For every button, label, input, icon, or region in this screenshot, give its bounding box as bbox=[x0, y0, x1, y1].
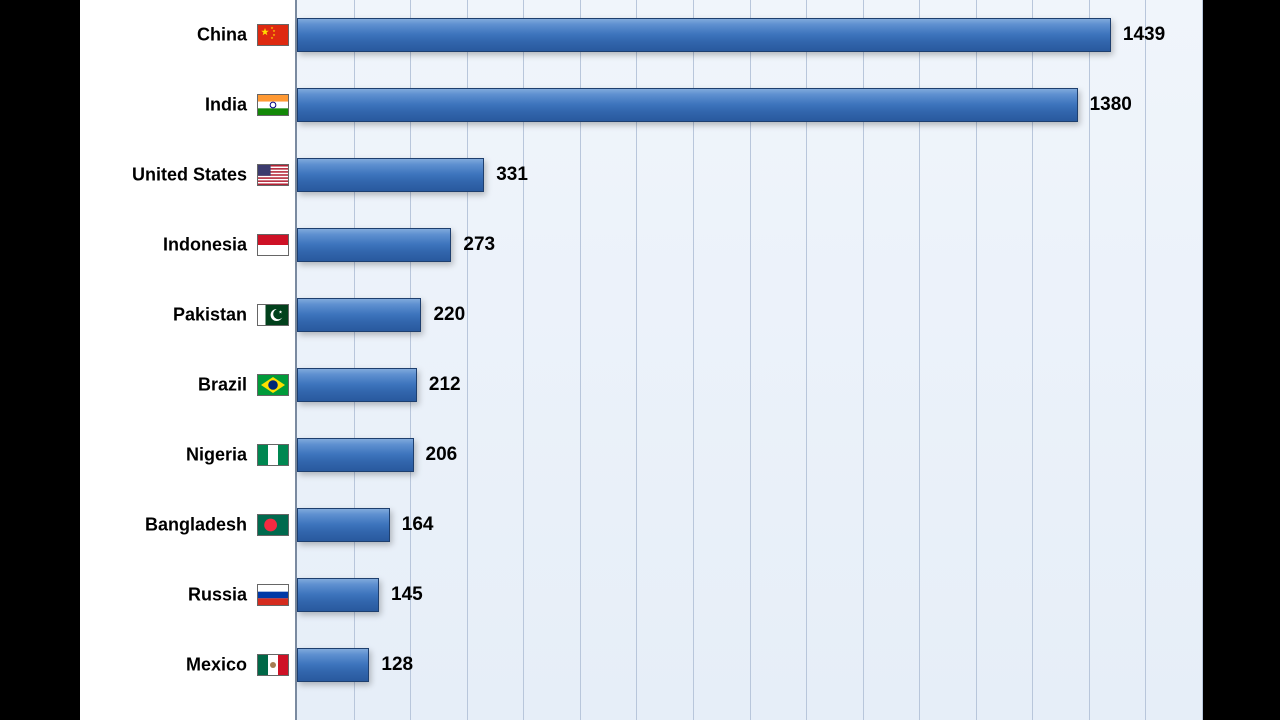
bar bbox=[297, 298, 421, 332]
country-row: Brazil bbox=[80, 368, 295, 402]
bd-flag-icon bbox=[257, 514, 289, 536]
value-label: 273 bbox=[463, 234, 495, 256]
country-label: United States bbox=[132, 165, 247, 186]
ng-flag-icon bbox=[257, 444, 289, 466]
value-label: 1380 bbox=[1090, 94, 1132, 116]
cn-flag-icon bbox=[257, 24, 289, 46]
chart-stage: China India United States Indonesia Pakistan… bbox=[80, 0, 1200, 720]
country-label: Nigeria bbox=[186, 445, 247, 466]
bar bbox=[297, 438, 414, 472]
country-label: Pakistan bbox=[173, 305, 247, 326]
bar bbox=[297, 158, 484, 192]
country-row: Nigeria bbox=[80, 438, 295, 472]
bar bbox=[297, 18, 1111, 52]
country-label: India bbox=[205, 95, 247, 116]
br-flag-icon bbox=[257, 374, 289, 396]
bar bbox=[297, 368, 417, 402]
country-label: Russia bbox=[188, 585, 247, 606]
us-flag-icon bbox=[257, 164, 289, 186]
country-label: Indonesia bbox=[163, 235, 247, 256]
country-row: Indonesia bbox=[80, 228, 295, 262]
country-row: United States bbox=[80, 158, 295, 192]
country-label: China bbox=[197, 25, 247, 46]
value-label: 331 bbox=[496, 164, 528, 186]
country-row: China bbox=[80, 18, 295, 52]
country-row: Pakistan bbox=[80, 298, 295, 332]
bar bbox=[297, 508, 390, 542]
value-label: 128 bbox=[381, 654, 413, 676]
gridline bbox=[1202, 0, 1203, 720]
in-flag-icon bbox=[257, 94, 289, 116]
value-label: 206 bbox=[426, 444, 458, 466]
bar bbox=[297, 88, 1078, 122]
country-row: India bbox=[80, 88, 295, 122]
country-label: Bangladesh bbox=[145, 515, 247, 536]
bar bbox=[297, 648, 369, 682]
label-column: China India United States Indonesia Pakistan… bbox=[80, 0, 295, 720]
ru-flag-icon bbox=[257, 584, 289, 606]
value-label: 212 bbox=[429, 374, 461, 396]
bar bbox=[297, 228, 451, 262]
value-label: 220 bbox=[433, 304, 465, 326]
mx-flag-icon bbox=[257, 654, 289, 676]
country-label: Mexico bbox=[186, 655, 247, 676]
country-label: Brazil bbox=[198, 375, 247, 396]
gridline bbox=[1145, 0, 1146, 720]
value-label: 1439 bbox=[1123, 24, 1165, 46]
country-row: Russia bbox=[80, 578, 295, 612]
id-flag-icon bbox=[257, 234, 289, 256]
pk-flag-icon bbox=[257, 304, 289, 326]
value-label: 145 bbox=[391, 584, 423, 606]
country-row: Bangladesh bbox=[80, 508, 295, 542]
value-label: 164 bbox=[402, 514, 434, 536]
country-row: Mexico bbox=[80, 648, 295, 682]
bar bbox=[297, 578, 379, 612]
plot-area: 1439 1380 331 273 220 212 206 164 145 128 bbox=[295, 0, 1202, 720]
